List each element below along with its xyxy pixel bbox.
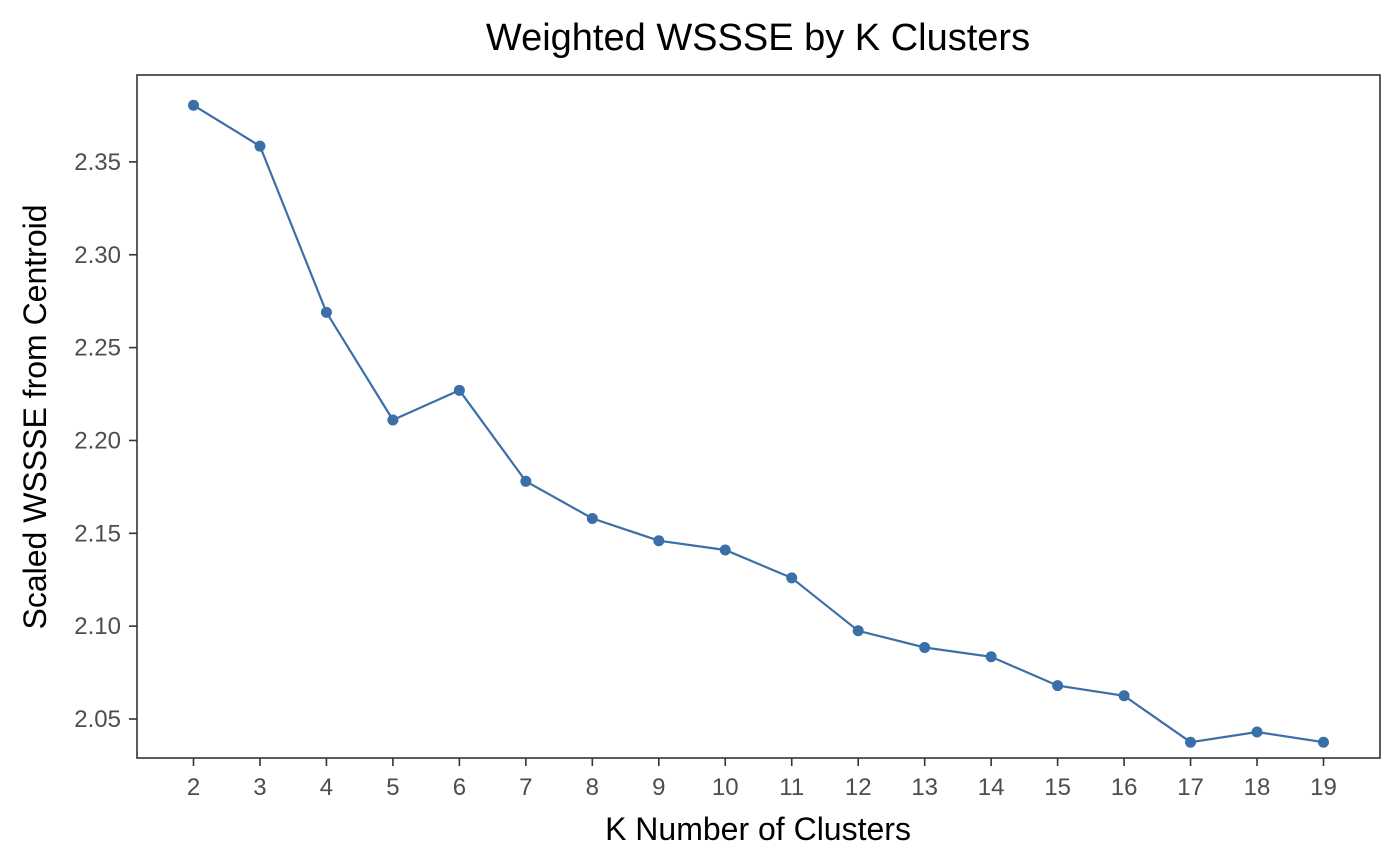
x-tick-label: 16: [1111, 774, 1138, 801]
x-tick-label: 2: [187, 774, 200, 801]
y-tick-label: 2.30: [74, 242, 121, 269]
data-point: [919, 642, 931, 654]
x-tick-label: 13: [911, 774, 938, 801]
y-tick-label: 2.35: [74, 149, 121, 176]
data-point: [586, 512, 598, 524]
data-point: [254, 140, 266, 152]
data-point: [1185, 736, 1197, 748]
data-point: [188, 99, 199, 111]
x-tick-label: 14: [978, 774, 1005, 801]
x-tick-label: 9: [652, 774, 665, 801]
y-tick-label: 2.10: [74, 613, 121, 640]
data-point: [320, 306, 332, 318]
data-point: [1052, 680, 1064, 692]
x-tick-label: 15: [1044, 774, 1071, 801]
data-point: [387, 414, 399, 426]
y-tick-label: 2.15: [74, 520, 121, 547]
data-points: [188, 99, 1329, 748]
data-point: [985, 651, 997, 663]
plot-panel: [136, 74, 1381, 759]
y-axis-title: Scaled WSSSE from Centroid: [17, 204, 53, 629]
data-point: [852, 625, 864, 637]
x-tick-label: 5: [386, 774, 399, 801]
x-tick-label: 3: [253, 774, 266, 801]
x-axis-title: K Number of Clusters: [605, 811, 911, 847]
x-tick-label: 12: [845, 774, 872, 801]
y-tick-label: 2.20: [74, 427, 121, 454]
data-point: [1251, 726, 1263, 738]
data-point: [719, 544, 731, 556]
y-tick-label: 2.05: [74, 706, 121, 733]
x-tick-label: 6: [453, 774, 466, 801]
data-point: [520, 475, 532, 487]
y-tick-label: 2.25: [74, 335, 121, 362]
data-point: [1118, 690, 1130, 702]
x-tick-label: 17: [1177, 774, 1204, 801]
x-tick-label: 7: [519, 774, 532, 801]
data-point: [453, 384, 465, 396]
data-point: [653, 535, 665, 547]
x-tick-label: 19: [1310, 774, 1337, 801]
x-tick-label: 4: [320, 774, 333, 801]
series-line: [192, 104, 1324, 744]
x-axis: 2 3 4 5 6 7 8 9 10 11 12 13 14 15 16 17 18 19: [187, 758, 1337, 801]
data-point: [786, 572, 798, 584]
data-point: [1318, 736, 1329, 748]
x-tick-label: 11: [779, 774, 804, 801]
x-tick-label: 18: [1244, 774, 1271, 801]
x-tick-label: 10: [712, 774, 739, 801]
chart-title: Weighted WSSSE by K Clusters: [486, 17, 1030, 59]
x-tick-label: 8: [586, 774, 599, 801]
y-axis: 2.05 2.10 2.15 2.20 2.25 2.30 2.35: [74, 149, 137, 733]
